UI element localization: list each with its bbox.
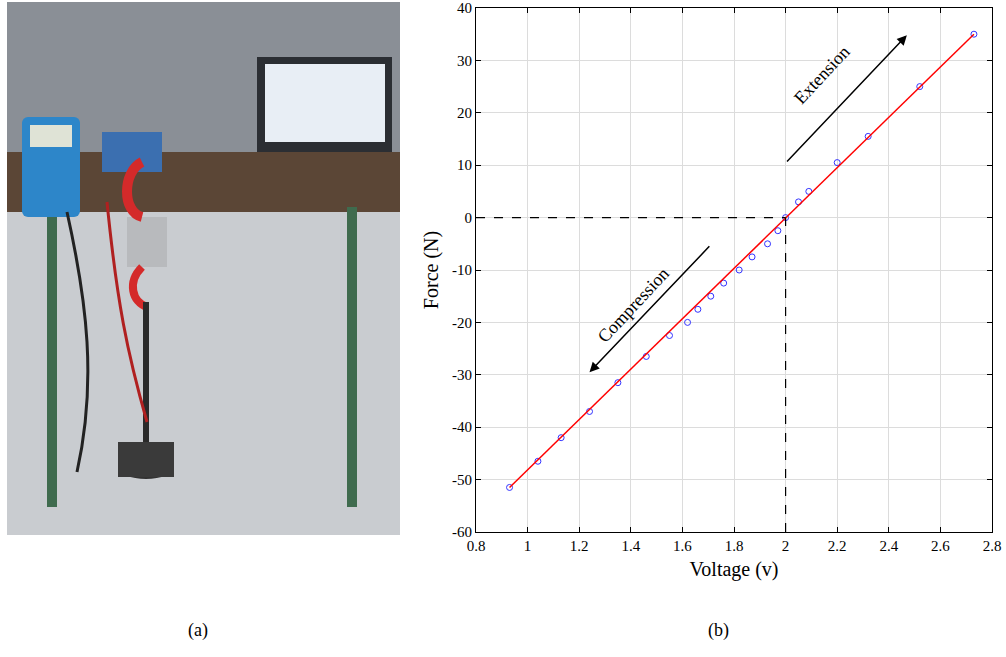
- svg-text:2.2: 2.2: [828, 538, 847, 554]
- svg-text:-10: -10: [452, 262, 472, 278]
- svg-text:2.8: 2.8: [983, 538, 1002, 554]
- svg-text:2.4: 2.4: [879, 538, 898, 554]
- svg-text:1: 1: [524, 538, 532, 554]
- svg-text:Force (N): Force (N): [420, 231, 443, 309]
- svg-text:1.6: 1.6: [673, 538, 692, 554]
- svg-text:1.4: 1.4: [621, 538, 640, 554]
- svg-text:40: 40: [457, 0, 472, 16]
- svg-text:Voltage (v): Voltage (v): [689, 558, 778, 581]
- svg-text:0: 0: [465, 210, 473, 226]
- html-text:(b): (b): [708, 620, 729, 640]
- svg-text:1.8: 1.8: [725, 538, 744, 554]
- svg-text:20: 20: [457, 105, 472, 121]
- svg-text:30: 30: [457, 53, 472, 69]
- svg-text:-50: -50: [452, 472, 472, 488]
- svg-text:1.2: 1.2: [570, 538, 589, 554]
- svg-text:2: 2: [782, 538, 790, 554]
- svg-text:10: 10: [457, 157, 472, 173]
- svg-text:-60: -60: [452, 524, 472, 540]
- svg-text:-20: -20: [452, 315, 472, 331]
- html-text:(a): (a): [188, 620, 208, 640]
- svg-text:-30: -30: [452, 367, 472, 383]
- svg-text:Extension: Extension: [790, 42, 854, 108]
- svg-text:2.6: 2.6: [931, 538, 950, 554]
- svg-text:-40: -40: [452, 419, 472, 435]
- svg-text:0.8: 0.8: [467, 538, 486, 554]
- svg-text:Compression: Compression: [594, 263, 673, 346]
